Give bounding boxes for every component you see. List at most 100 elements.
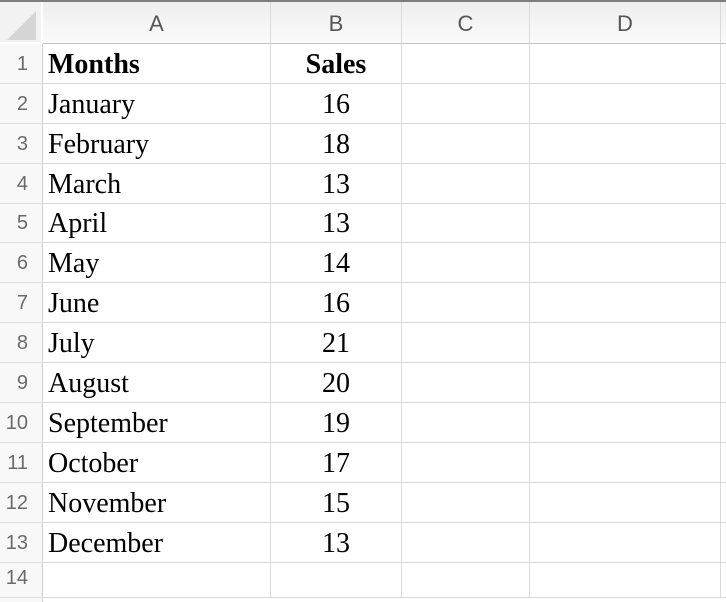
select-all-triangle-icon — [7, 11, 36, 40]
sheet-top-border — [0, 0, 726, 2]
row-header-14[interactable]: 14 — [0, 562, 43, 598]
cell-c2[interactable] — [402, 83, 530, 124]
row-header-8[interactable]: 8 — [0, 323, 43, 364]
column-header-c[interactable]: C — [402, 2, 530, 44]
cell-c12[interactable] — [402, 482, 530, 523]
column-header-e-sliver[interactable] — [721, 2, 726, 44]
row-header-6[interactable]: 6 — [0, 243, 43, 284]
cell-e4-sliver[interactable] — [721, 163, 726, 204]
column-header-d[interactable]: D — [530, 2, 721, 44]
cell-e12-sliver[interactable] — [721, 482, 726, 523]
row-header-10[interactable]: 10 — [0, 403, 43, 443]
cell-a3[interactable]: February — [43, 123, 271, 164]
row-header-9[interactable]: 9 — [0, 363, 43, 404]
row-header-1[interactable]: 1 — [0, 44, 43, 84]
cell-b3[interactable]: 18 — [271, 123, 402, 164]
cell-a9[interactable]: August — [43, 363, 271, 404]
cell-c13[interactable] — [402, 522, 530, 563]
cell-c5[interactable] — [402, 203, 530, 244]
cell-d7[interactable] — [530, 283, 721, 324]
row-header-11[interactable]: 11 — [0, 442, 43, 483]
cell-a8[interactable]: July — [43, 323, 271, 364]
cell-a7[interactable]: June — [43, 283, 271, 324]
cell-b4[interactable]: 13 — [271, 163, 402, 204]
row-header-2[interactable]: 2 — [0, 83, 43, 124]
cell-c11[interactable] — [402, 442, 530, 483]
cell-c15-sliver — [402, 597, 530, 602]
cell-d9[interactable] — [530, 363, 721, 404]
select-all-corner[interactable] — [0, 2, 43, 44]
cell-a1[interactable]: Months — [43, 44, 271, 84]
cell-e1-sliver[interactable] — [721, 44, 726, 84]
cell-c1[interactable] — [402, 44, 530, 84]
cell-a4[interactable]: March — [43, 163, 271, 204]
cell-e11-sliver[interactable] — [721, 442, 726, 483]
cell-b15-sliver — [271, 597, 402, 602]
cell-b8[interactable]: 21 — [271, 323, 402, 364]
cell-a15-sliver — [43, 597, 271, 602]
cell-b14[interactable] — [271, 562, 402, 598]
row-header-13[interactable]: 13 — [0, 522, 43, 563]
row-header-12[interactable]: 12 — [0, 482, 43, 523]
cell-d13[interactable] — [530, 522, 721, 563]
cell-b12[interactable]: 15 — [271, 482, 402, 523]
cell-a2[interactable]: January — [43, 83, 271, 124]
cell-e10-sliver[interactable] — [721, 403, 726, 443]
cell-e6-sliver[interactable] — [721, 243, 726, 284]
cell-d15-sliver — [530, 597, 721, 602]
cell-b5[interactable]: 13 — [271, 203, 402, 244]
cell-b1[interactable]: Sales — [271, 44, 402, 84]
cell-e3-sliver[interactable] — [721, 123, 726, 164]
cell-c10[interactable] — [402, 403, 530, 443]
cell-d3[interactable] — [530, 123, 721, 164]
cell-a11[interactable]: October — [43, 442, 271, 483]
cell-b10[interactable]: 19 — [271, 403, 402, 443]
cell-c9[interactable] — [402, 363, 530, 404]
cell-d14[interactable] — [530, 562, 721, 598]
cell-a14[interactable] — [43, 562, 271, 598]
cell-c8[interactable] — [402, 323, 530, 364]
cell-c14[interactable] — [402, 562, 530, 598]
cell-e14-sliver[interactable] — [721, 562, 726, 598]
cell-e7-sliver[interactable] — [721, 283, 726, 324]
cell-b6[interactable]: 14 — [271, 243, 402, 284]
cell-e15-sliver — [721, 597, 726, 602]
cell-d6[interactable] — [530, 243, 721, 284]
cell-d12[interactable] — [530, 482, 721, 523]
cell-e8-sliver[interactable] — [721, 323, 726, 364]
cell-e2-sliver[interactable] — [721, 83, 726, 124]
cell-b13[interactable]: 13 — [271, 522, 402, 563]
cell-b7[interactable]: 16 — [271, 283, 402, 324]
cell-c7[interactable] — [402, 283, 530, 324]
cell-d1[interactable] — [530, 44, 721, 84]
cell-c6[interactable] — [402, 243, 530, 284]
cell-d10[interactable] — [530, 403, 721, 443]
cell-d5[interactable] — [530, 203, 721, 244]
cell-b11[interactable]: 17 — [271, 442, 402, 483]
row-header-15-sliver — [0, 597, 43, 602]
cell-e13-sliver[interactable] — [721, 522, 726, 563]
cell-a10[interactable]: September — [43, 403, 271, 443]
row-header-4[interactable]: 4 — [0, 163, 43, 204]
cell-c3[interactable] — [402, 123, 530, 164]
row-header-7[interactable]: 7 — [0, 283, 43, 324]
cell-d11[interactable] — [530, 442, 721, 483]
column-header-a[interactable]: A — [43, 2, 271, 44]
cell-b9[interactable]: 20 — [271, 363, 402, 404]
cell-a6[interactable]: May — [43, 243, 271, 284]
cell-b2[interactable]: 16 — [271, 83, 402, 124]
cell-c4[interactable] — [402, 163, 530, 204]
row-header-3[interactable]: 3 — [0, 123, 43, 164]
cell-d8[interactable] — [530, 323, 721, 364]
cell-d2[interactable] — [530, 83, 721, 124]
column-header-b[interactable]: B — [271, 2, 402, 44]
row-header-5[interactable]: 5 — [0, 203, 43, 244]
cell-a13[interactable]: December — [43, 522, 271, 563]
cell-a5[interactable]: April — [43, 203, 271, 244]
cell-d4[interactable] — [530, 163, 721, 204]
cell-a12[interactable]: November — [43, 482, 271, 523]
cell-e9-sliver[interactable] — [721, 363, 726, 404]
cell-e5-sliver[interactable] — [721, 203, 726, 244]
